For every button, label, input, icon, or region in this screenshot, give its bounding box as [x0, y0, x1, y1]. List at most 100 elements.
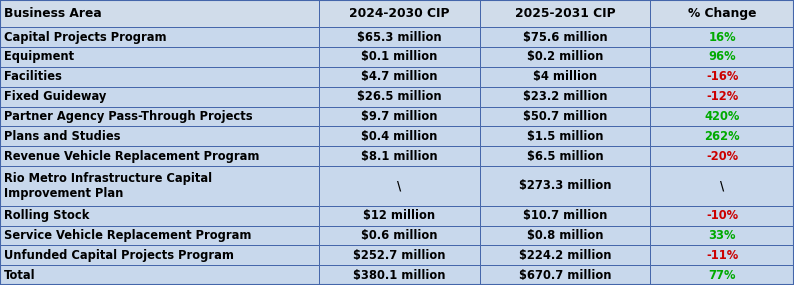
Bar	[319, 225, 480, 245]
Bar	[650, 245, 794, 265]
Bar	[0, 146, 319, 166]
Text: $0.8 million: $0.8 million	[526, 229, 603, 242]
Text: \: \	[397, 179, 402, 192]
Bar	[319, 87, 480, 107]
Bar	[650, 87, 794, 107]
Text: $0.1 million: $0.1 million	[361, 50, 437, 64]
Bar	[0, 225, 319, 245]
Bar	[480, 245, 650, 265]
Bar	[650, 0, 794, 27]
Bar	[480, 67, 650, 87]
Text: $4 million: $4 million	[533, 70, 597, 83]
Bar	[480, 27, 650, 47]
Text: $65.3 million: $65.3 million	[357, 30, 441, 44]
Text: $0.2 million: $0.2 million	[526, 50, 603, 64]
Text: 420%: 420%	[704, 110, 740, 123]
Text: Business Area: Business Area	[4, 7, 102, 20]
Text: \: \	[720, 179, 724, 192]
Bar	[0, 206, 319, 225]
Text: -11%: -11%	[706, 249, 738, 262]
Text: 2025-2031 CIP: 2025-2031 CIP	[515, 7, 615, 20]
Text: Capital Projects Program: Capital Projects Program	[4, 30, 167, 44]
Bar	[650, 225, 794, 245]
Text: Fixed Guideway: Fixed Guideway	[4, 90, 106, 103]
Bar	[650, 27, 794, 47]
Text: $10.7 million: $10.7 million	[522, 209, 607, 222]
Bar	[480, 265, 650, 285]
Text: Revenue Vehicle Replacement Program: Revenue Vehicle Replacement Program	[4, 150, 260, 162]
Text: $1.5 million: $1.5 million	[526, 130, 603, 143]
Text: -20%: -20%	[706, 150, 738, 162]
Bar	[0, 87, 319, 107]
Bar	[0, 47, 319, 67]
Text: -16%: -16%	[706, 70, 738, 83]
Text: Unfunded Capital Projects Program: Unfunded Capital Projects Program	[4, 249, 234, 262]
Text: $252.7 million: $252.7 million	[353, 249, 445, 262]
Text: $23.2 million: $23.2 million	[522, 90, 607, 103]
Text: 2024-2030 CIP: 2024-2030 CIP	[349, 7, 449, 20]
Text: Partner Agency Pass-Through Projects: Partner Agency Pass-Through Projects	[4, 110, 252, 123]
Bar	[480, 47, 650, 67]
Bar	[650, 126, 794, 146]
Text: 33%: 33%	[708, 229, 736, 242]
Bar	[0, 245, 319, 265]
Text: Rolling Stock: Rolling Stock	[4, 209, 90, 222]
Bar	[319, 126, 480, 146]
Bar	[319, 206, 480, 225]
Text: 77%: 77%	[708, 268, 736, 282]
Text: $9.7 million: $9.7 million	[361, 110, 437, 123]
Bar	[650, 47, 794, 67]
Text: $0.6 million: $0.6 million	[361, 229, 437, 242]
Text: $670.7 million: $670.7 million	[518, 268, 611, 282]
Bar	[480, 166, 650, 206]
Text: $224.2 million: $224.2 million	[518, 249, 611, 262]
Text: $50.7 million: $50.7 million	[522, 110, 607, 123]
Text: 16%: 16%	[708, 30, 736, 44]
Bar	[0, 265, 319, 285]
Bar	[480, 126, 650, 146]
Text: % Change: % Change	[688, 7, 757, 20]
Text: $0.4 million: $0.4 million	[361, 130, 437, 143]
Bar	[650, 67, 794, 87]
Text: Facilities: Facilities	[4, 70, 62, 83]
Bar	[319, 146, 480, 166]
Bar	[480, 107, 650, 126]
Bar	[480, 87, 650, 107]
Bar	[650, 265, 794, 285]
Bar	[480, 0, 650, 27]
Bar	[650, 107, 794, 126]
Text: Service Vehicle Replacement Program: Service Vehicle Replacement Program	[4, 229, 252, 242]
Bar	[319, 166, 480, 206]
Text: $380.1 million: $380.1 million	[353, 268, 445, 282]
Bar	[480, 146, 650, 166]
Bar	[480, 225, 650, 245]
Bar	[650, 206, 794, 225]
Text: Equipment: Equipment	[4, 50, 74, 64]
Text: -10%: -10%	[706, 209, 738, 222]
Text: $4.7 million: $4.7 million	[361, 70, 437, 83]
Bar	[650, 146, 794, 166]
Bar	[319, 67, 480, 87]
Bar	[319, 265, 480, 285]
Bar	[319, 27, 480, 47]
Bar	[0, 27, 319, 47]
Text: $273.3 million: $273.3 million	[518, 179, 611, 192]
Bar	[319, 47, 480, 67]
Bar	[319, 245, 480, 265]
Bar	[0, 126, 319, 146]
Text: Plans and Studies: Plans and Studies	[4, 130, 121, 143]
Bar	[319, 0, 480, 27]
Bar	[0, 166, 319, 206]
Text: $12 million: $12 million	[364, 209, 435, 222]
Text: $75.6 million: $75.6 million	[522, 30, 607, 44]
Bar	[480, 206, 650, 225]
Text: 96%: 96%	[708, 50, 736, 64]
Text: $8.1 million: $8.1 million	[361, 150, 437, 162]
Text: Total: Total	[4, 268, 36, 282]
Text: Rio Metro Infrastructure Capital
Improvement Plan: Rio Metro Infrastructure Capital Improve…	[4, 172, 212, 200]
Bar	[0, 67, 319, 87]
Text: $6.5 million: $6.5 million	[526, 150, 603, 162]
Text: $26.5 million: $26.5 million	[357, 90, 441, 103]
Bar	[0, 107, 319, 126]
Bar	[0, 0, 319, 27]
